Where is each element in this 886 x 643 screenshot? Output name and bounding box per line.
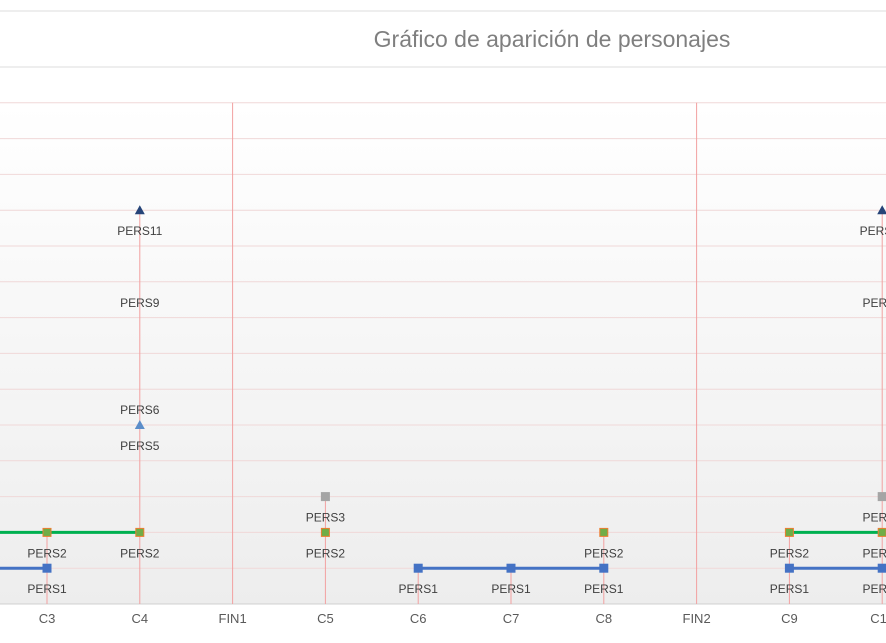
data-label: PERS2 [584,546,624,560]
data-label: PERS2 [27,546,67,560]
marker-pers1 [784,563,794,573]
data-label: PERS11 [860,224,886,238]
marker-pers2 [42,527,52,537]
category-vlines [46,102,883,604]
x-tick-label: C8 [595,611,612,626]
marker-pers1 [599,563,609,573]
chart-title: Gráfico de aparición de personajes [373,26,731,52]
data-label: PERS2 [770,546,810,560]
data-label: PERS2 [306,546,346,560]
data-label: PERS6 [120,403,160,417]
x-tick-label: C10 [870,611,886,626]
data-label: PERS1 [491,582,531,596]
marker-pers1 [413,563,423,573]
marker-pers2 [877,527,886,537]
gridlines [0,10,886,605]
plot-background [0,104,886,604]
x-tick-label: C4 [131,611,148,626]
marker-pers2 [784,527,794,537]
x-tick-label: C6 [410,611,427,626]
data-label: PERS11 [117,224,162,238]
data-label: PERS3 [863,511,886,525]
marker-pers1 [42,563,52,573]
data-label: PERS2 [120,546,160,560]
x-tick-label: C3 [39,611,56,626]
x-tick-label: C7 [503,611,520,626]
x-tick-label: FIN1 [219,611,247,626]
x-tick-label: C9 [781,611,798,626]
data-label: PERS2 [863,546,886,560]
marker-pers11 [134,205,145,215]
marker-pers3 [877,492,886,502]
marker-pers2 [320,527,330,537]
series-markers [42,205,886,573]
data-label: PERS9 [863,296,886,310]
data-label: PERS1 [399,582,439,596]
data-label: PERS1 [863,582,886,596]
data-label: PERS1 [27,582,67,596]
marker-pers2 [135,527,145,537]
x-axis-ticks: C3 C4 FIN1 C5 C6 C7 C8 FIN2 C9 C10 [39,611,886,626]
data-label: PERS1 [770,582,810,596]
marker-pers1 [506,563,516,573]
marker-pers2 [599,527,609,537]
data-labels: PERS1 PERS1 PERS1 PERS1 PERS1 PERS1 PERS2 PERS2… [27,224,886,596]
marker-pers3 [320,492,330,502]
marker-pers11 [877,205,886,215]
x-tick-label: C5 [317,611,334,626]
data-label: PERS5 [120,439,160,453]
x-tick-label: FIN2 [683,611,711,626]
data-label: PERS9 [120,296,160,310]
marker-pers5 [134,420,145,429]
data-label: PERS3 [306,511,346,525]
data-label: PERS1 [584,582,624,596]
marker-pers1 [877,563,886,573]
